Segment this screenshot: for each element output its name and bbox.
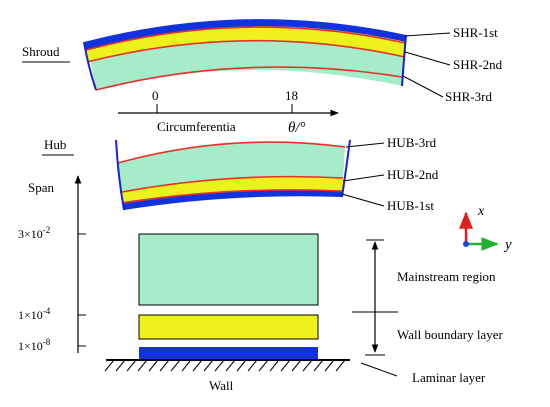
triad-y-label: y: [503, 237, 512, 253]
wall: Wall: [104, 359, 350, 393]
layer-blocks: [138, 233, 319, 359]
wall-hatch-line: [214, 359, 225, 372]
shr-1st-label: SHR-1st: [453, 25, 498, 40]
wall-hatch-line: [115, 359, 126, 372]
boundary-block: [138, 314, 319, 340]
shroud-title: Shroud: [22, 44, 60, 59]
region-dimensions: Mainstream region Wall boundary layer La…: [352, 239, 503, 385]
hub-line-3rd: [117, 141, 346, 164]
wall-hatch-line: [126, 359, 137, 372]
span-tick-2: 1×10-4: [18, 306, 51, 322]
shroud-line-2nd: [86, 39, 406, 63]
wall-hatch: [104, 359, 346, 372]
hub-section: Hub HUB-3rd HUB-2nd HUB-1st: [42, 135, 439, 213]
span-tick-2-base: 1×10: [18, 308, 43, 322]
span-tick-1: 3×10-2: [18, 225, 50, 241]
shr-3rd-leader: [402, 75, 444, 98]
wall-hatch-line: [192, 359, 203, 372]
shroud-section: Shroud SHR-1st SHR-2nd SHR-3rd: [22, 19, 503, 104]
axis-label: Circumferentia: [157, 119, 236, 134]
hub-line-1st: [122, 189, 343, 204]
wall-hatch-line: [324, 359, 335, 372]
shr-1st-leader: [404, 32, 451, 37]
coordinate-triad: x y: [459, 204, 512, 253]
wall-hatch-line: [302, 359, 313, 372]
shroud-right-wall: [401, 34, 407, 87]
boundary-label: Wall boundary layer: [397, 327, 503, 342]
hub-2nd-leader: [342, 174, 385, 182]
hub-left-wall: [115, 139, 125, 211]
shroud-laminar-band: [84, 19, 406, 50]
axis-tick-18: 18: [285, 88, 298, 103]
axis-symbol: θ/°: [288, 120, 306, 136]
laminar-block: [139, 347, 318, 359]
hub-3rd-leader: [345, 142, 385, 148]
span-tick-1-exp: -2: [43, 225, 51, 235]
wall-hatch-line: [280, 359, 291, 372]
mainstream-label: Mainstream region: [397, 269, 496, 284]
mainstream-block: [138, 233, 319, 306]
span-label: Span: [28, 180, 55, 195]
wall-hatch-line: [137, 359, 148, 372]
span-tick-1-base: 3×10: [18, 227, 43, 241]
hub-2nd-label: HUB-2nd: [387, 167, 439, 182]
wall-hatch-line: [269, 359, 280, 372]
wall-hatch-line: [203, 359, 214, 372]
wall-hatch-line: [247, 359, 258, 372]
wall-hatch-line: [181, 359, 192, 372]
hub-title: Hub: [44, 137, 66, 152]
shr-3rd-label: SHR-3rd: [445, 89, 492, 104]
span-tick-3-base: 1×10: [18, 339, 43, 353]
triad-origin: [463, 241, 469, 247]
circumferential-axis: 0 18 Circumferentia θ/°: [118, 88, 339, 136]
laminar-leader: [360, 362, 398, 377]
triad-x-label: x: [477, 204, 485, 219]
wall-hatch-line: [236, 359, 247, 372]
hub-laminar-band: [123, 189, 342, 210]
hub-line-2nd: [121, 175, 344, 193]
shroud-left-wall: [83, 41, 97, 91]
span-tick-2-exp: -4: [43, 306, 51, 316]
wall-hatch-line: [258, 359, 269, 372]
wall-hatch-line: [170, 359, 181, 372]
laminar-label: Laminar layer: [412, 370, 486, 385]
hub-right-wall: [341, 139, 351, 198]
axis-tick-0: 0: [152, 88, 159, 103]
wall-hatch-line: [225, 359, 236, 372]
wall-hatch-line: [104, 359, 115, 372]
wall-hatch-line: [291, 359, 302, 372]
span-axis: Span 3×10-2 1×10-4 1×10-8: [18, 175, 86, 353]
shr-2nd-leader: [404, 51, 451, 66]
wall-label: Wall: [209, 378, 234, 393]
shr-2nd-label: SHR-2nd: [453, 57, 503, 72]
hub-1st-label: HUB-1st: [387, 198, 434, 213]
wall-hatch-line: [335, 359, 346, 372]
shroud-line-3rd: [95, 66, 403, 91]
wall-hatch-line: [148, 359, 159, 372]
hub-1st-leader: [341, 193, 385, 207]
wall-hatch-line: [313, 359, 324, 372]
span-tick-3-exp: -8: [43, 337, 51, 347]
shroud-line-1st: [85, 26, 406, 51]
hub-3rd-label: HUB-3rd: [387, 135, 437, 150]
span-tick-3: 1×10-8: [18, 337, 51, 353]
wall-hatch-line: [159, 359, 170, 372]
